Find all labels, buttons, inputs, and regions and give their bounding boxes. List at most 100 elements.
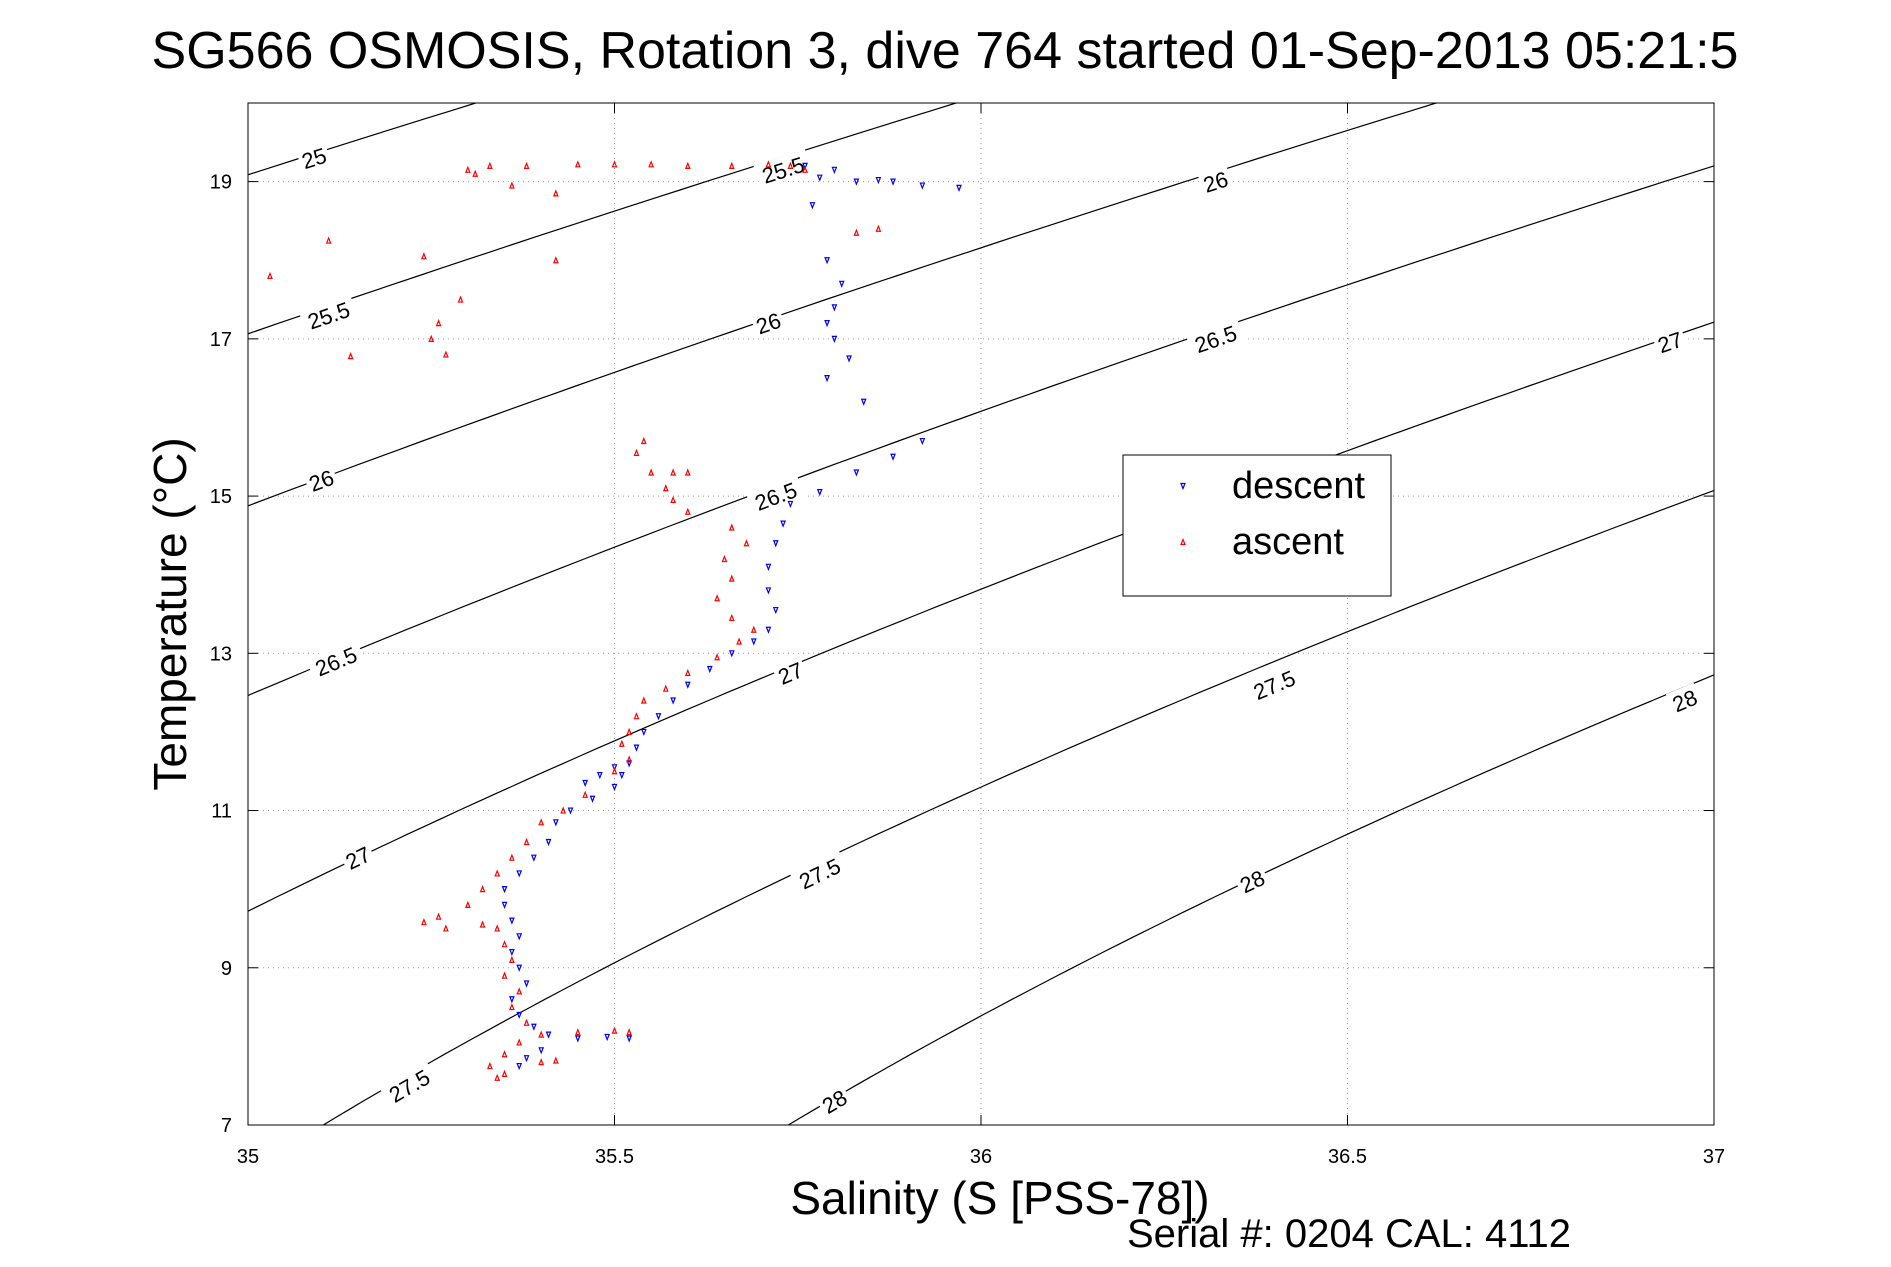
legend-marker-descent <box>1180 482 1186 491</box>
ascent-point <box>501 940 508 948</box>
ascent-point <box>574 1028 581 1036</box>
descent-point <box>816 489 823 497</box>
ascent-point <box>443 924 449 932</box>
contour-label-background <box>1651 324 1688 358</box>
legend-entry-descent: descent <box>1180 465 1366 507</box>
ascent-point <box>721 554 728 563</box>
ascent-point <box>648 468 655 476</box>
ascent-point <box>538 1057 545 1066</box>
ascent-point <box>662 684 669 692</box>
series-descent <box>501 162 962 1071</box>
descent-point <box>516 933 523 941</box>
ascent-point <box>435 319 442 327</box>
descent-point <box>765 563 772 571</box>
legend-label-ascent: ascent <box>1232 521 1344 563</box>
descent-point <box>552 819 559 827</box>
ascent-point <box>435 912 442 920</box>
descent-point <box>890 453 896 461</box>
contour-label-background <box>814 1082 853 1119</box>
descent-point <box>670 697 677 705</box>
contour-line-27-5 <box>322 489 1714 1125</box>
descent-point <box>567 807 574 815</box>
ascent-point <box>421 918 427 926</box>
contour-label-background <box>771 655 809 689</box>
descent-point <box>787 500 794 509</box>
ascent-point <box>802 165 808 173</box>
descent-point <box>890 178 896 186</box>
descent-point <box>919 437 926 446</box>
x-tick-label: 37 <box>1703 1146 1725 1168</box>
legend-entry-ascent: ascent <box>1180 521 1344 563</box>
contour-label: 27 <box>1651 324 1688 358</box>
ascent-point <box>765 160 772 168</box>
ascent-point <box>421 252 427 260</box>
descent-point <box>728 650 735 658</box>
ascent-point <box>743 539 750 547</box>
contour-label-background <box>302 462 340 496</box>
contour-label-background <box>379 1060 439 1109</box>
ascent-point <box>728 161 735 169</box>
descent-point <box>582 779 589 788</box>
contour-line-26 <box>248 103 1439 507</box>
descent-point <box>919 182 926 190</box>
descent-point <box>523 980 530 988</box>
descent-point <box>530 854 537 862</box>
ascent-point <box>728 523 735 531</box>
ascent-point <box>633 712 640 720</box>
density-contours <box>248 103 1714 1125</box>
ascent-point <box>728 574 735 582</box>
ascent-point <box>494 1073 501 1081</box>
ascent-point <box>684 507 691 515</box>
ascent-point <box>508 853 515 861</box>
descent-point <box>574 1035 581 1043</box>
descent-point <box>596 772 603 780</box>
legend-entries: descent ascent <box>1180 465 1366 563</box>
contour-label: 27 <box>338 839 377 875</box>
descent-point <box>846 355 852 363</box>
ascent-point <box>662 484 669 492</box>
descent-point <box>956 184 962 193</box>
ascent-point <box>457 295 464 303</box>
descent-point <box>824 375 830 383</box>
ascent-point <box>626 755 633 763</box>
contour-label: 26 <box>1197 164 1234 198</box>
descent-point <box>838 280 845 288</box>
ascent-point <box>684 468 691 476</box>
contour-line-28 <box>787 674 1714 1125</box>
descent-point <box>611 783 618 792</box>
descent-point <box>684 681 691 689</box>
contour-label-background <box>789 850 849 895</box>
contour-label-background <box>1665 682 1703 717</box>
ascent-point <box>516 987 523 995</box>
contour-line-27 <box>248 321 1714 912</box>
descent-point <box>780 520 786 528</box>
contour-label-background <box>1197 164 1234 197</box>
descent-point <box>633 744 640 752</box>
serial-cal-label: Serial #: 0204 CAL: 4112 <box>1127 1212 1571 1256</box>
ascent-point <box>267 271 273 280</box>
x-tick-label: 35.5 <box>595 1146 634 1168</box>
ascent-point <box>552 189 559 197</box>
contour-label-background <box>298 294 358 335</box>
ascent-point <box>325 236 332 244</box>
ascent-point <box>670 468 677 476</box>
descent-point <box>831 304 838 312</box>
descent-point <box>545 1031 552 1039</box>
ascent-point <box>574 160 581 168</box>
ascent-point <box>640 696 647 704</box>
ascent-point <box>626 727 633 736</box>
ascent-point <box>728 613 735 622</box>
descent-point <box>545 838 552 847</box>
ascent-point <box>670 495 677 504</box>
descent-point <box>516 870 523 878</box>
y-tick-label: 9 <box>221 958 232 980</box>
descent-point <box>501 886 508 894</box>
contour-label-background <box>306 638 366 682</box>
descent-point <box>516 1062 523 1071</box>
ascent-point <box>736 637 742 645</box>
descent-point <box>516 964 523 972</box>
x-tick-label: 36 <box>970 1146 992 1168</box>
x-tick-label: 35 <box>237 1146 259 1168</box>
y-axis-label: Temperature (°C) <box>144 437 196 790</box>
contour-label-background <box>1244 662 1304 706</box>
